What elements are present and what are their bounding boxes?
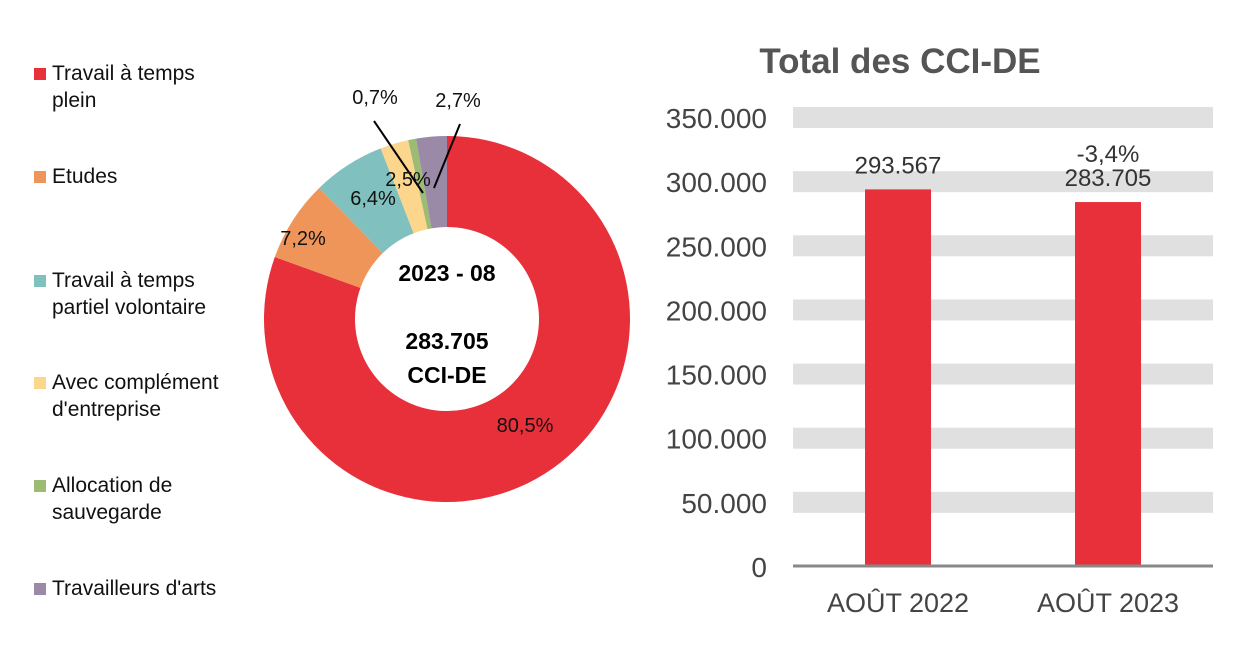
- leader-line: [373, 120, 424, 194]
- legend-label: sauvegarde: [52, 501, 162, 524]
- legend-swatch: [34, 275, 46, 287]
- legend-item: Travail à temps partiel volontaire: [34, 267, 272, 321]
- center-total: 283.705: [405, 328, 488, 354]
- slice-label: 2,5%: [385, 169, 431, 191]
- change-annotation: -3,4%: [1077, 141, 1140, 168]
- legend-label: d'entreprise: [52, 398, 162, 421]
- legend-swatch: [34, 68, 46, 80]
- y-tick-label: 0: [751, 552, 767, 583]
- slice-label: 80,5%: [497, 415, 554, 437]
- legend-label: partiel volontaire: [52, 296, 207, 319]
- legend-label: Travailleurs d'arts: [52, 577, 217, 600]
- donut-slice: [416, 136, 447, 229]
- y-tick-label: 50.000: [681, 488, 767, 519]
- legend-swatch: [34, 171, 46, 183]
- legend-label: Allocation de: [52, 474, 173, 497]
- bar-chart-title: Total des CCI-DE: [759, 42, 1041, 81]
- legend-label: plein: [52, 89, 97, 112]
- legend-item: Avec complément d'entreprise: [34, 369, 272, 423]
- slice-label: 0,7%: [352, 87, 398, 109]
- legend-item: Travailleurs d'arts: [34, 575, 272, 602]
- bar: [865, 189, 931, 566]
- donut-slice: [319, 148, 414, 254]
- y-tick-label: 250.000: [666, 231, 767, 262]
- leader-line: [433, 123, 461, 189]
- legend-item: Etudes: [34, 163, 272, 190]
- donut-slice: [264, 136, 630, 502]
- x-tick-label: AOÛT 2022: [827, 587, 969, 618]
- legend-swatch: [34, 377, 46, 389]
- gridline: [793, 363, 1213, 385]
- slice-label: 6,4%: [350, 188, 396, 210]
- gridline: [793, 107, 1213, 128]
- bar-value-label: 293.567: [855, 152, 942, 179]
- gridline: [793, 171, 1213, 193]
- y-tick-label: 200.000: [666, 295, 767, 326]
- legend-swatch: [34, 480, 46, 492]
- y-tick-label: 100.000: [666, 424, 767, 455]
- legend-label: Travail à temps: [52, 269, 195, 292]
- legend-label: Travail à temps: [52, 62, 195, 85]
- legend-label: Etudes: [52, 165, 118, 188]
- gridline: [793, 235, 1213, 257]
- x-tick-label: AOÛT 2023: [1037, 587, 1179, 618]
- slice-label: 7,2%: [280, 228, 326, 250]
- legend-item: Travail à temps plein: [34, 60, 272, 114]
- y-tick-label: 350.000: [666, 103, 767, 134]
- legend-swatch: [34, 583, 46, 595]
- legend-item: Allocation de sauvegarde: [34, 472, 272, 526]
- y-tick-label: 150.000: [666, 360, 767, 391]
- gridline: [793, 491, 1213, 513]
- donut-slice: [408, 138, 432, 230]
- center-period: 2023 - 08: [398, 260, 495, 286]
- bar-value-label: 283.705: [1065, 165, 1152, 192]
- center-unit: CCI-DE: [407, 362, 486, 388]
- slice-label: 2,7%: [435, 90, 481, 112]
- bar: [1075, 202, 1141, 567]
- y-tick-label: 300.000: [666, 167, 767, 198]
- donut-slice: [380, 140, 428, 234]
- donut-slice: [274, 187, 383, 288]
- legend-label: Avec complément: [52, 371, 219, 394]
- gridline: [793, 427, 1213, 449]
- gridline: [793, 299, 1213, 321]
